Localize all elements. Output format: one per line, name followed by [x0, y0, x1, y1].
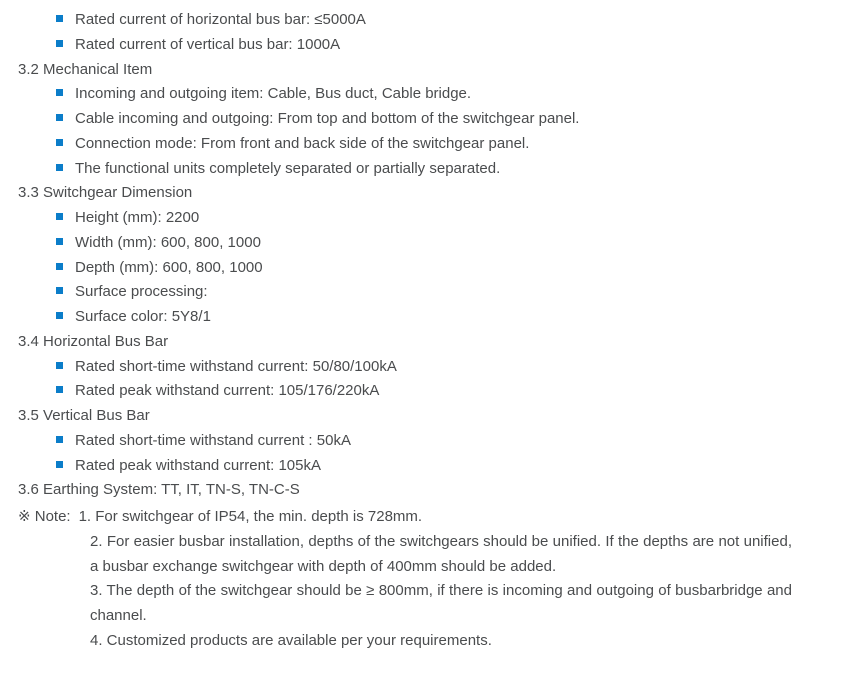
bullet-item: Width (mm): 600, 800, 1000 [56, 231, 832, 256]
bullet-text: Width (mm): 600, 800, 1000 [75, 231, 832, 256]
bullet-marker [56, 287, 63, 294]
bullet-marker [56, 89, 63, 96]
bullet-text: Rated current of horizontal bus bar: ≤50… [75, 8, 832, 33]
bullet-item: Surface color: 5Y8/1 [56, 305, 832, 330]
note-item: 1. For switchgear of IP54, the min. dept… [79, 505, 463, 530]
note-line: ※ Note: 1. For switchgear of IP54, the m… [18, 505, 832, 530]
bullet-text: Rated short-time withstand current: 50/8… [75, 355, 832, 380]
bullet-item: Rated short-time withstand current: 50/8… [56, 355, 832, 380]
bullet-text: Height (mm): 2200 [75, 206, 832, 231]
note-item: 2. For easier busbar installation, depth… [90, 530, 832, 580]
note-block: ※ Note: 1. For switchgear of IP54, the m… [18, 505, 832, 654]
bullet-text: Rated short-time withstand current : 50k… [75, 429, 832, 454]
spec-document: Rated current of horizontal bus bar: ≤50… [18, 8, 832, 654]
bullet-text: Incoming and outgoing item: Cable, Bus d… [75, 82, 832, 107]
bullet-text: The functional units completely separate… [75, 157, 832, 182]
bullet-marker [56, 461, 63, 468]
bullet-marker [56, 263, 63, 270]
bullet-marker [56, 213, 63, 220]
bullet-text: Depth (mm): 600, 800, 1000 [75, 256, 832, 281]
section-heading: 3.6 Earthing System: TT, IT, TN-S, TN-C-… [18, 478, 832, 503]
bullet-marker [56, 436, 63, 443]
bullet-item: Height (mm): 2200 [56, 206, 832, 231]
bullet-text: Surface color: 5Y8/1 [75, 305, 832, 330]
bullet-marker [56, 15, 63, 22]
section-heading: 3.4 Horizontal Bus Bar [18, 330, 832, 355]
bullet-text: Cable incoming and outgoing: From top an… [75, 107, 832, 132]
bullet-marker [56, 362, 63, 369]
section-heading: 3.3 Switchgear Dimension [18, 181, 832, 206]
bullet-item: Cable incoming and outgoing: From top an… [56, 107, 832, 132]
bullet-item: Rated peak withstand current: 105kA [56, 454, 832, 479]
bullet-text: Surface processing: [75, 280, 832, 305]
bullet-text: Rated peak withstand current: 105kA [75, 454, 832, 479]
bullet-item: Incoming and outgoing item: Cable, Bus d… [56, 82, 832, 107]
bullet-text: Rated current of vertical bus bar: 1000A [75, 33, 832, 58]
bullet-item: Rated current of vertical bus bar: 1000A [56, 33, 832, 58]
bullet-marker [56, 40, 63, 47]
bullet-marker [56, 164, 63, 171]
bullet-text: Connection mode: From front and back sid… [75, 132, 832, 157]
section-heading: 3.5 Vertical Bus Bar [18, 404, 832, 429]
bullet-marker [56, 312, 63, 319]
bullet-item: Rated peak withstand current: 105/176/22… [56, 379, 832, 404]
section-heading: 3.2 Mechanical Item [18, 58, 832, 83]
bullet-item: Rated short-time withstand current : 50k… [56, 429, 832, 454]
note-item: 4. Customized products are available per… [90, 629, 832, 654]
bullet-item: Connection mode: From front and back sid… [56, 132, 832, 157]
bullet-marker [56, 386, 63, 393]
bullet-text: Rated peak withstand current: 105/176/22… [75, 379, 832, 404]
note-item: 3. The depth of the switchgear should be… [90, 579, 832, 629]
bullet-marker [56, 238, 63, 245]
bullet-item: Depth (mm): 600, 800, 1000 [56, 256, 832, 281]
bullet-marker [56, 139, 63, 146]
bullet-item: Rated current of horizontal bus bar: ≤50… [56, 8, 832, 33]
bullet-item: The functional units completely separate… [56, 157, 832, 182]
bullet-marker [56, 114, 63, 121]
note-prefix: ※ Note: [18, 505, 79, 530]
bullet-item: Surface processing: [56, 280, 832, 305]
